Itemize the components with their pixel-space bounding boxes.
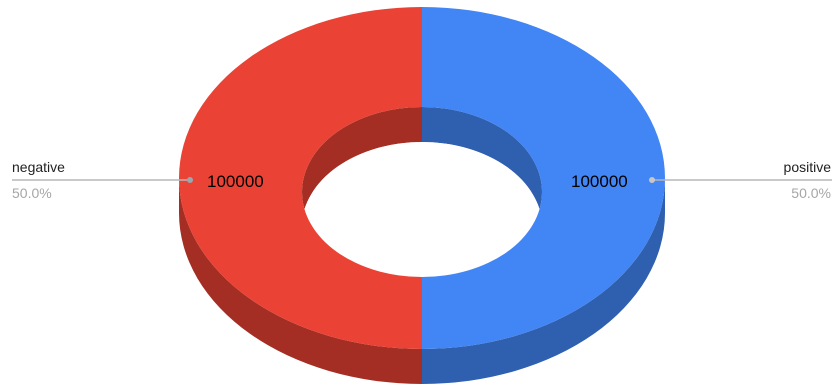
slice-value-label-negative: 100000: [207, 172, 264, 191]
slice-positive[interactable]: [422, 7, 665, 349]
slice-percent-label-positive: 50.0%: [791, 185, 831, 201]
slice-percent-label-negative: 50.0%: [12, 185, 52, 201]
slice-negative[interactable]: [179, 7, 422, 349]
donut-hole-floor: [302, 146, 542, 304]
slice-name-label-negative: negative: [12, 159, 65, 175]
hole-inner-wall-right: [422, 107, 542, 227]
slice-name-label-positive: positive: [784, 159, 832, 175]
leader-dot-negative: [187, 177, 193, 183]
slice-value-label-positive: 100000: [571, 172, 628, 191]
slice-negative-side: [179, 178, 422, 384]
hole-inner-wall-left: [302, 107, 422, 227]
slice-positive-side: [422, 178, 665, 384]
leader-dot-positive: [649, 177, 655, 183]
